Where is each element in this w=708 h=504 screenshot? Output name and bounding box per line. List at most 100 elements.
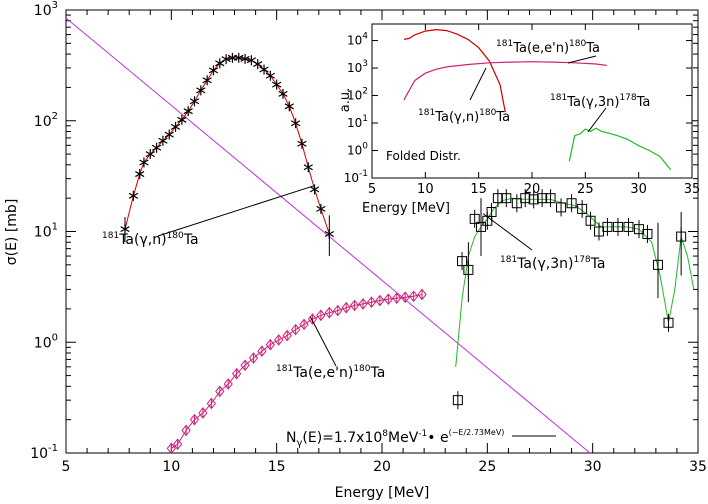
inset-label-gamma-3n-text2: ,3n) <box>594 95 620 110</box>
gamma-n-point <box>253 59 263 70</box>
e-en-point <box>215 385 225 398</box>
e-en-point <box>341 301 351 314</box>
gamma-3n-point <box>585 211 596 230</box>
inset-y-tick-label: 10-1 <box>344 169 368 185</box>
gamma-n-point <box>272 79 282 90</box>
inset-leader-line <box>469 67 487 101</box>
e-en-point <box>248 352 259 364</box>
inset-y-tick-label: 102 <box>347 87 368 103</box>
gamma-n-point <box>221 54 231 65</box>
gamma-n-point <box>189 96 200 107</box>
gamma-n-point <box>297 138 307 149</box>
gamma-3n-point <box>612 217 623 236</box>
inset-label-gamma-3n-gamma: γ <box>586 95 594 110</box>
inset-label-e-en: 181Ta(e,e'n)180Ta <box>496 39 600 56</box>
gamma-3n-point <box>486 202 497 221</box>
gamma-3n-point <box>556 198 567 217</box>
inset-note: Folded Distr. <box>386 149 461 163</box>
gamma-3n-point <box>501 189 512 208</box>
formula-part-c: MeV <box>388 430 419 446</box>
formula-exp1: 8 <box>382 429 388 439</box>
e-en-point <box>358 298 368 310</box>
x-tick-label: 20 <box>373 459 391 475</box>
annotation-leader-line <box>157 185 315 237</box>
inset-label-gamma-n-mass: 181 <box>418 108 435 118</box>
annotation-gamma-n-text3: Ta <box>183 232 199 248</box>
gamma-n-point <box>135 169 145 180</box>
y-tick-label: 10-1 <box>30 443 58 462</box>
gamma-3n-point <box>634 220 645 239</box>
inset-y-tick-label: 103 <box>347 59 368 75</box>
e-en-point <box>257 345 267 358</box>
e-en-point <box>417 288 427 301</box>
inset-leader-lines <box>469 55 607 133</box>
e-en-point <box>173 438 183 451</box>
inset-label-gamma-n-mass2: 180 <box>479 108 496 118</box>
e-en-point <box>299 318 309 331</box>
gamma-n-point <box>145 149 155 160</box>
inset-y-tick-label: 100 <box>347 142 368 158</box>
inset-x-tick-label: 5 <box>368 182 376 197</box>
x-tick-label: 25 <box>478 459 496 475</box>
inset-label-gamma-n-gamma: γ <box>454 110 462 125</box>
gamma-n-point <box>151 142 162 153</box>
x-tick-label: 35 <box>689 459 707 475</box>
e-en-point <box>392 292 402 304</box>
e-en-point <box>316 309 326 322</box>
formula-n: N <box>286 430 296 446</box>
inset-leader-line <box>587 107 607 133</box>
y-tick-label: 103 <box>34 0 58 19</box>
inset-label-e-en-mass2: 180 <box>569 39 586 49</box>
inset-y-axis-title: a.u. <box>338 88 353 112</box>
gamma-n-point <box>177 114 187 125</box>
gamma-n-point <box>208 65 219 76</box>
inset-label-gamma-n: 181Ta(γ,n)180Ta <box>418 108 510 125</box>
inset-label-gamma-3n-text1: Ta( <box>566 95 586 110</box>
inset-x-tick-label: 25 <box>577 182 594 197</box>
gamma-3n-point <box>520 189 531 208</box>
annotation-leader-line <box>309 316 337 367</box>
gamma-3n-point <box>566 194 577 213</box>
formula-exp2: -1 <box>418 429 427 439</box>
gamma-3n-point <box>663 313 674 332</box>
annotation-leader-lines <box>157 185 556 437</box>
formula-part-b: (E)=1.7x10 <box>302 430 382 446</box>
formula-part-d: • e <box>427 430 448 446</box>
annotation-e-en-text1: Ta(e,e'n) <box>292 365 353 381</box>
gamma-n-point <box>139 157 149 168</box>
e-en-point <box>181 424 191 437</box>
inset-x-tick-label: 30 <box>630 182 647 197</box>
inset-gamma-n-line <box>403 28 506 113</box>
e-en-point <box>282 329 292 342</box>
e-en-point <box>383 293 393 305</box>
e-en-point <box>198 407 208 419</box>
gamma-n-point <box>170 121 181 132</box>
inset-label-gamma-3n-mass2: 178 <box>619 93 636 103</box>
gamma-3n-point <box>452 391 463 410</box>
e-en-point <box>400 291 410 304</box>
inset-data-series <box>403 28 672 171</box>
photon-flux-series <box>65 17 591 454</box>
annotation-gamma-3n-gamma: γ <box>537 256 545 272</box>
gamma-n-point <box>183 106 193 117</box>
inset-x-axis-title: Energy [MeV] <box>362 201 450 216</box>
gamma-n-point <box>196 85 206 96</box>
inset-axis-ticks: 5 10 15 20 25 30 35 10-1 100 101 102 103 104 <box>344 24 701 197</box>
annotation-e-en-mass2: 180 <box>353 364 370 374</box>
e-en-point <box>375 294 385 307</box>
photon-flux-line <box>65 17 591 454</box>
gamma-n-point <box>278 88 288 99</box>
inset-plot: 5 10 15 20 25 30 35 10-1 100 101 102 103 104 <box>344 23 701 197</box>
y-axis-title: σ(E) [mb] <box>4 199 20 266</box>
e-en-point <box>166 442 176 455</box>
annotation-gamma-3n: 181Ta(γ,3n)178Ta <box>500 255 605 272</box>
inset-x-tick-label: 35 <box>684 182 701 197</box>
inset-label-gamma-n-text2: ,n) <box>462 110 479 125</box>
e-en-point <box>189 413 200 426</box>
annotation-leader-line <box>482 213 533 251</box>
gamma-n-point <box>284 101 294 112</box>
inset-x-tick-label: 20 <box>524 182 541 197</box>
gamma-n-point <box>316 203 326 214</box>
y-tick-label: 100 <box>34 332 58 351</box>
